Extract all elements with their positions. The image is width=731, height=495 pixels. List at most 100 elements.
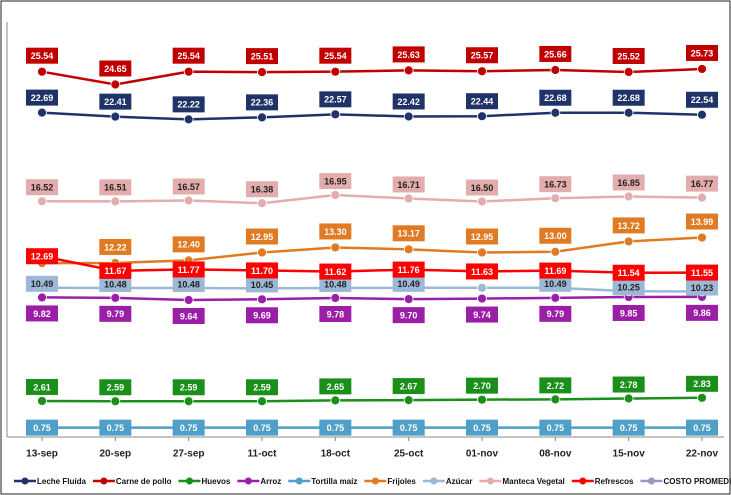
data-label-box xyxy=(319,47,352,64)
data-label-box xyxy=(26,419,58,436)
data-point xyxy=(477,282,487,293)
data-label: 2.65 xyxy=(327,382,345,392)
data-label-box xyxy=(319,305,352,322)
series-line xyxy=(41,396,703,403)
data-label: 11.70 xyxy=(251,266,273,276)
data-label-box xyxy=(392,46,425,63)
legend-label: Refrescos xyxy=(595,477,634,486)
data-label-box xyxy=(99,305,132,322)
data-point xyxy=(257,67,267,78)
data-label-box xyxy=(466,419,498,436)
data-label: 25.52 xyxy=(617,51,640,61)
series-line xyxy=(41,67,703,86)
data-label: 25.73 xyxy=(691,48,714,58)
x-tick-label: 20-sep xyxy=(99,449,131,460)
data-label: 10.49 xyxy=(397,279,420,289)
data-label: 16.38 xyxy=(251,185,274,195)
data-label: 22.69 xyxy=(31,93,54,103)
series-line xyxy=(41,236,703,265)
data-label-box xyxy=(246,181,278,198)
data-label-box xyxy=(172,261,205,278)
x-tick-label: 13-sep xyxy=(26,449,58,460)
data-label-box xyxy=(392,307,425,324)
data-point xyxy=(550,246,561,257)
legend-label: Huevos xyxy=(201,477,230,486)
data-point xyxy=(623,67,634,77)
data-label: 13.30 xyxy=(324,227,347,237)
data-label: 11.69 xyxy=(544,266,566,276)
series-line xyxy=(41,111,703,121)
data-point xyxy=(37,66,47,77)
data-label-box xyxy=(686,304,718,321)
data-point xyxy=(330,109,341,120)
data-point xyxy=(403,244,414,255)
data-point xyxy=(403,65,414,76)
data-label-box xyxy=(172,47,205,64)
data-label-box xyxy=(539,419,572,436)
data-label-box xyxy=(172,96,205,113)
data-label-box xyxy=(686,279,718,296)
data-label: 10.45 xyxy=(251,280,274,290)
data-label-box xyxy=(539,275,572,292)
data-label: 0.75 xyxy=(693,423,711,433)
data-label-box xyxy=(539,227,572,244)
data-label-box xyxy=(26,47,58,64)
data-point xyxy=(183,195,194,206)
data-label-box xyxy=(246,307,278,324)
data-label-box xyxy=(246,262,278,279)
data-label-box xyxy=(539,45,572,62)
data-label: 11.77 xyxy=(178,265,200,275)
data-label: 13.17 xyxy=(397,229,420,239)
x-tick-label: 15-nov xyxy=(613,449,646,460)
data-label: 25.66 xyxy=(544,49,567,59)
data-point xyxy=(697,64,707,74)
data-label: 2.70 xyxy=(473,381,491,391)
data-label-box xyxy=(686,213,718,230)
data-label: 12.22 xyxy=(104,242,127,252)
data-label: 22.44 xyxy=(471,97,494,107)
data-label-box xyxy=(466,377,498,394)
data-label: 16.95 xyxy=(324,176,347,186)
data-label-box xyxy=(172,236,205,253)
data-label: 0.75 xyxy=(33,423,51,433)
data-point xyxy=(183,396,194,407)
data-label: 24.65 xyxy=(104,64,127,74)
data-label: 25.54 xyxy=(31,51,54,61)
data-label-box xyxy=(686,264,718,281)
data-point xyxy=(257,198,267,209)
legend-label: Leche Fluída xyxy=(37,477,86,486)
data-label: 25.63 xyxy=(397,50,420,60)
data-label-box xyxy=(392,419,425,436)
data-label: 11.54 xyxy=(618,268,640,278)
data-label: 13.00 xyxy=(544,231,567,241)
data-label: 10.49 xyxy=(544,279,567,289)
data-label-box xyxy=(686,44,718,61)
data-label-box xyxy=(319,419,352,436)
data-label-box xyxy=(99,238,132,255)
data-point xyxy=(697,392,707,403)
data-point xyxy=(257,294,267,305)
legend-marker xyxy=(100,477,108,485)
data-label: 10.25 xyxy=(617,283,640,293)
data-label-box xyxy=(612,304,645,321)
legend-marker xyxy=(487,477,494,485)
data-label: 12.69 xyxy=(31,252,54,262)
data-label-box xyxy=(246,379,278,396)
data-label-box xyxy=(319,263,352,280)
data-label-box xyxy=(539,176,572,193)
data-label: 22.42 xyxy=(397,97,420,107)
data-label: 16.71 xyxy=(397,180,420,190)
data-label-box xyxy=(466,228,498,245)
data-label: 9.64 xyxy=(180,311,198,321)
legend-label: Arroz xyxy=(260,477,281,486)
data-label: 2.78 xyxy=(620,380,638,390)
data-label-box xyxy=(466,93,498,110)
data-label-box xyxy=(539,377,572,394)
data-label: 0.75 xyxy=(107,423,125,433)
x-tick-label: 11-oct xyxy=(248,449,278,460)
data-point xyxy=(623,107,634,118)
data-label-box xyxy=(26,305,58,322)
data-label: 13.99 xyxy=(691,217,714,227)
data-label-box xyxy=(466,306,498,323)
